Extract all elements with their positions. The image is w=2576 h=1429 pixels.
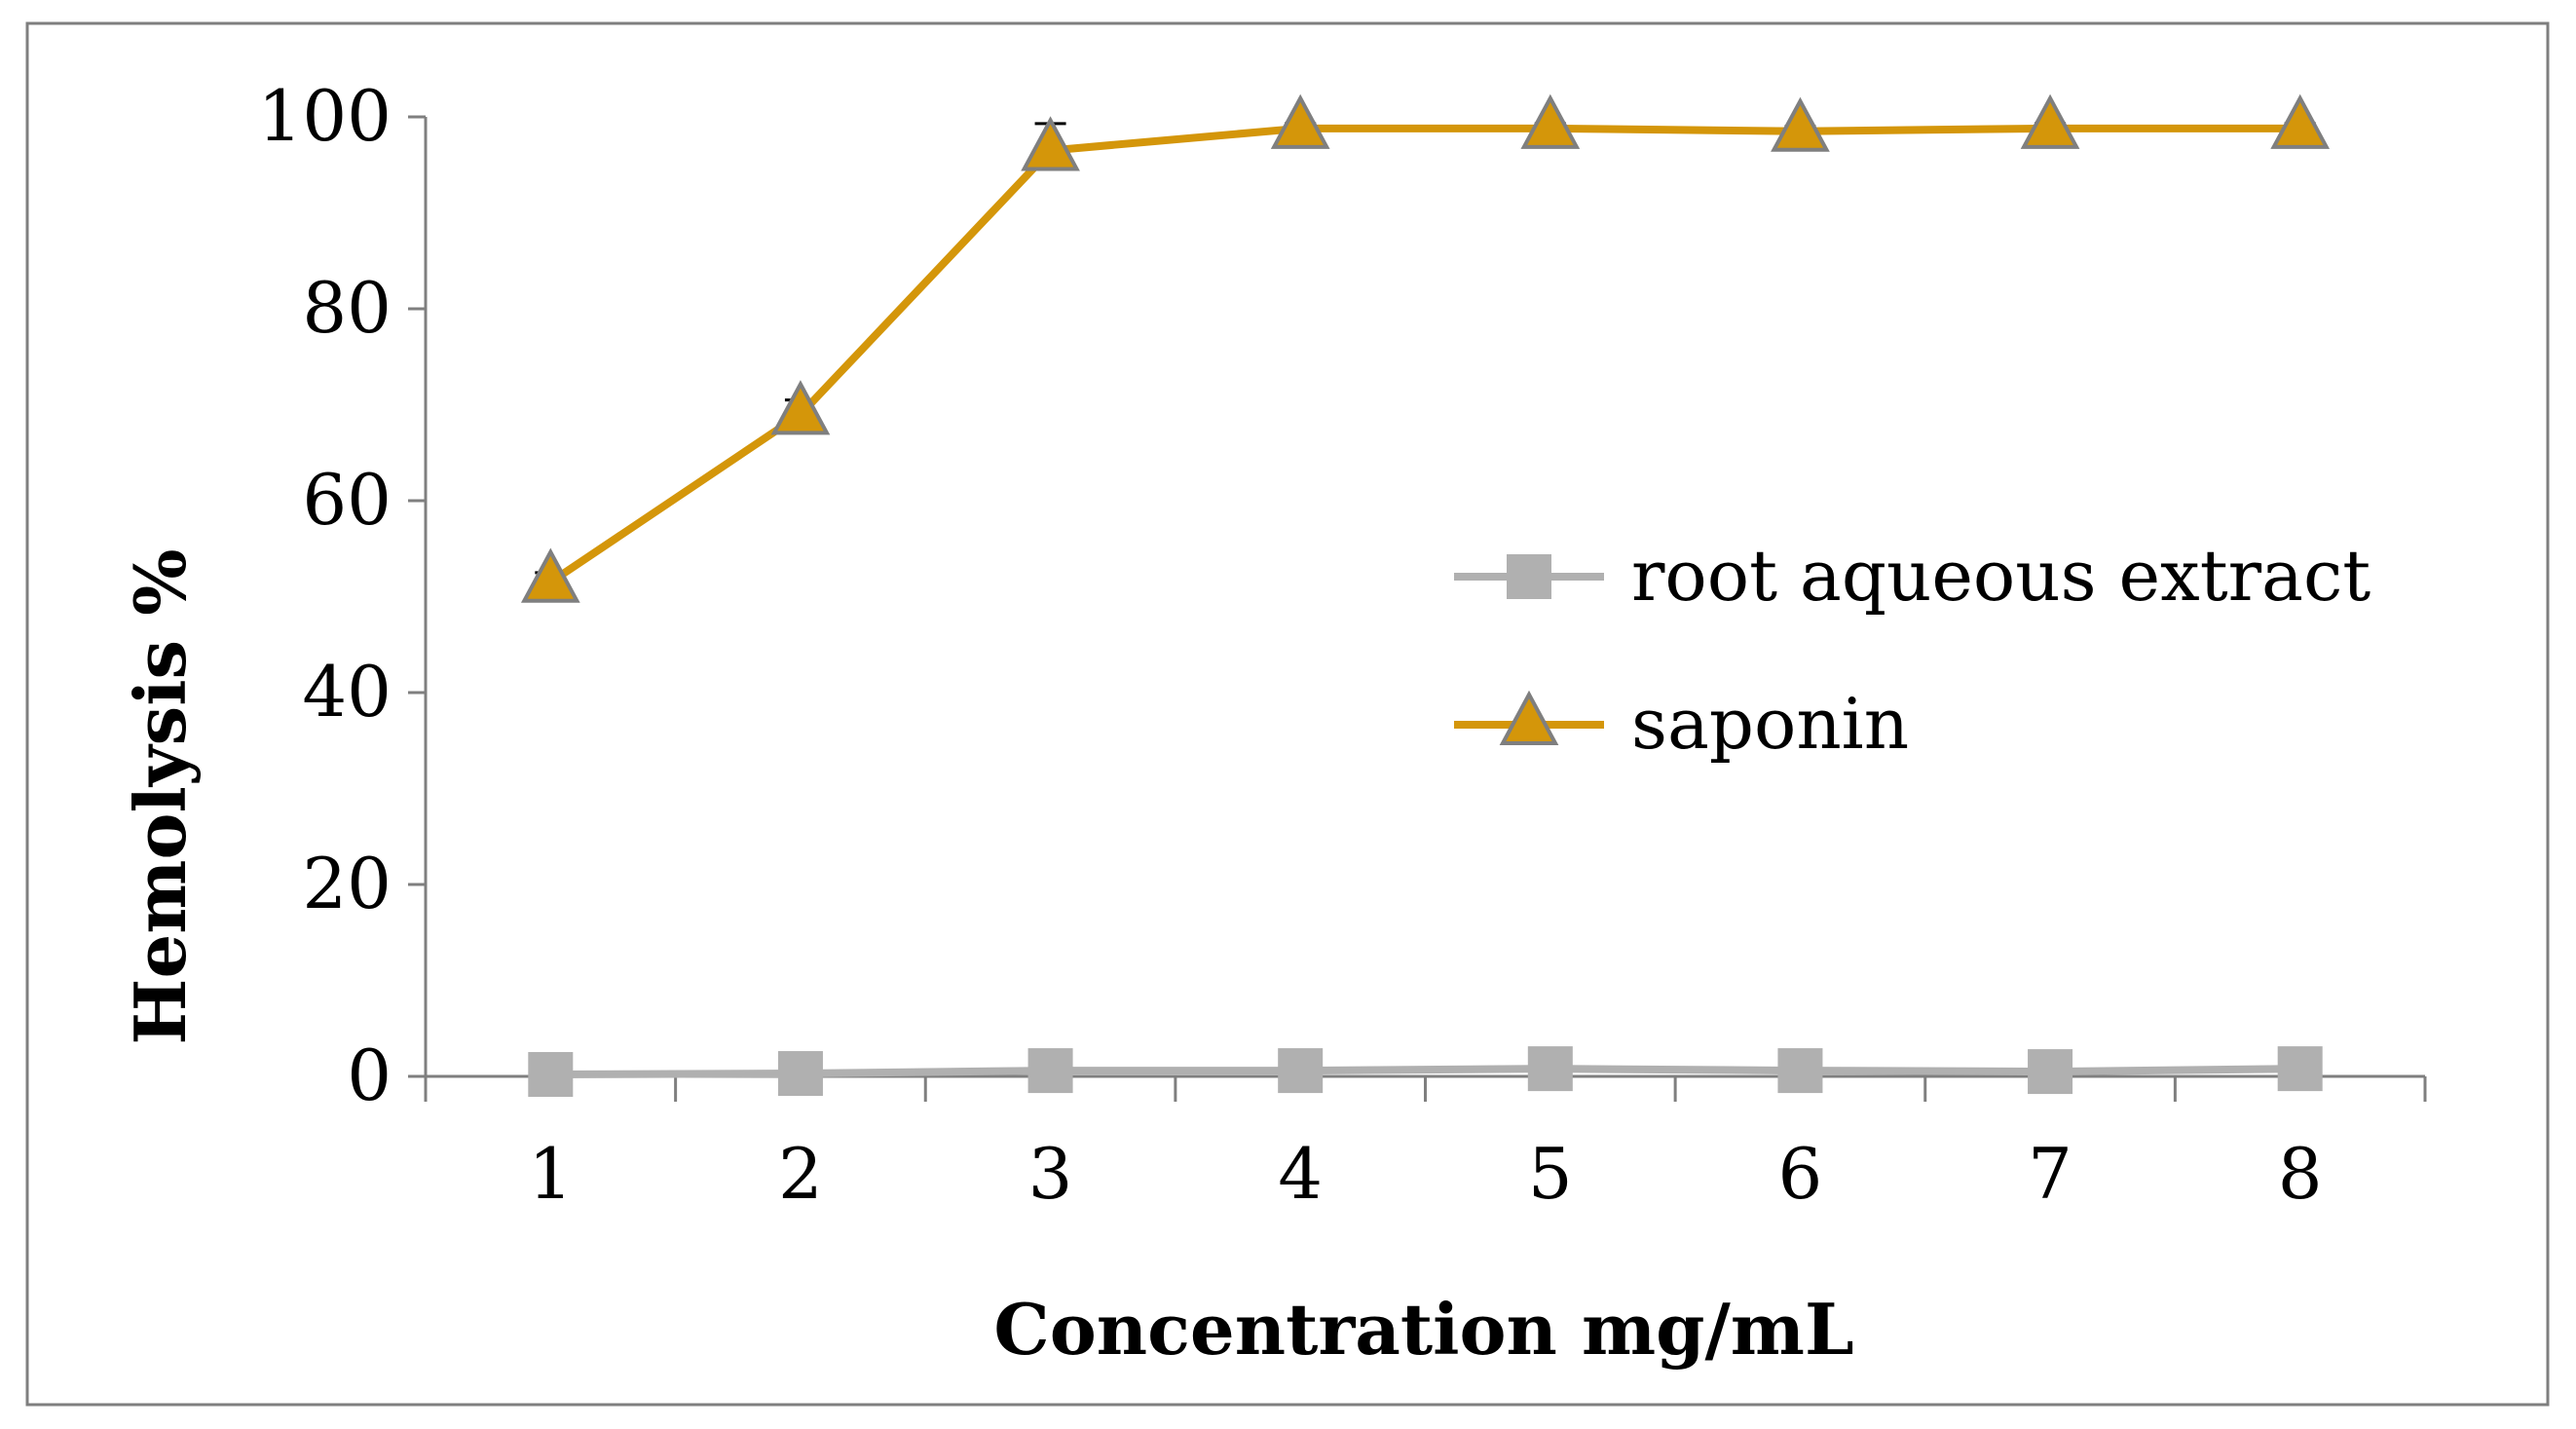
x-axis-ticks: 1 2 3 4 5 6 7 8: [424, 1076, 2427, 1215]
x-tick-label: 5: [1528, 1133, 1573, 1215]
x-tick-label: 7: [2028, 1133, 2072, 1215]
y-tick-label: 20: [302, 843, 392, 924]
legend-marker: [1499, 690, 1559, 745]
data-point: [528, 1052, 574, 1098]
data-point: [1771, 96, 1830, 152]
y-axis-title: Hemolysis %: [119, 548, 202, 1044]
legend-label: saponin: [1631, 683, 1909, 765]
x-tick-label: 1: [528, 1133, 573, 1215]
x-axis-title: Concentration mg/mL: [993, 1288, 1853, 1371]
data-point: [2020, 94, 2080, 149]
legend-item-saponin: saponin: [1454, 683, 1909, 765]
legend-item-root-aqueous-extract: root aqueous extract: [1454, 535, 2371, 617]
x-tick-label: 3: [1028, 1133, 1073, 1215]
y-tick-label: 60: [302, 459, 392, 541]
x-tick-label: 8: [2278, 1133, 2323, 1215]
data-point: [1278, 1048, 1324, 1094]
series-line: [548, 124, 2300, 586]
data-point: [2270, 94, 2331, 149]
legend: root aqueous extract saponin: [1454, 535, 2371, 765]
data-point: [2277, 1046, 2323, 1092]
y-tick-label: 100: [258, 75, 392, 157]
data-point: [1021, 116, 1080, 171]
y-tick-label: 0: [347, 1034, 392, 1116]
legend-label: root aqueous extract: [1631, 535, 2371, 617]
data-point: [1520, 94, 1581, 149]
chart-border: [25, 21, 2550, 1407]
y-tick-label: 40: [302, 651, 392, 733]
data-point: [1270, 94, 1330, 149]
data-point: [777, 1051, 823, 1097]
data-point: [520, 547, 580, 603]
x-tick-label: 2: [778, 1133, 823, 1215]
series-layer: [520, 94, 2331, 1098]
series-root-aqueous-extract: [528, 1046, 2323, 1098]
y-tick-label: 80: [302, 267, 392, 349]
legend-marker: [1507, 554, 1551, 599]
data-point: [770, 380, 831, 435]
series-line: [550, 1065, 2300, 1079]
x-tick-label: 4: [1278, 1133, 1323, 1215]
x-tick-label: 6: [1778, 1133, 1823, 1215]
data-point: [2028, 1049, 2073, 1095]
y-axis-ticks: 0 20 40 60 80 100: [258, 75, 426, 1116]
data-point: [1527, 1046, 1573, 1092]
data-point: [1027, 1048, 1073, 1094]
series-saponin: [520, 94, 2331, 603]
data-point: [1777, 1048, 1823, 1094]
